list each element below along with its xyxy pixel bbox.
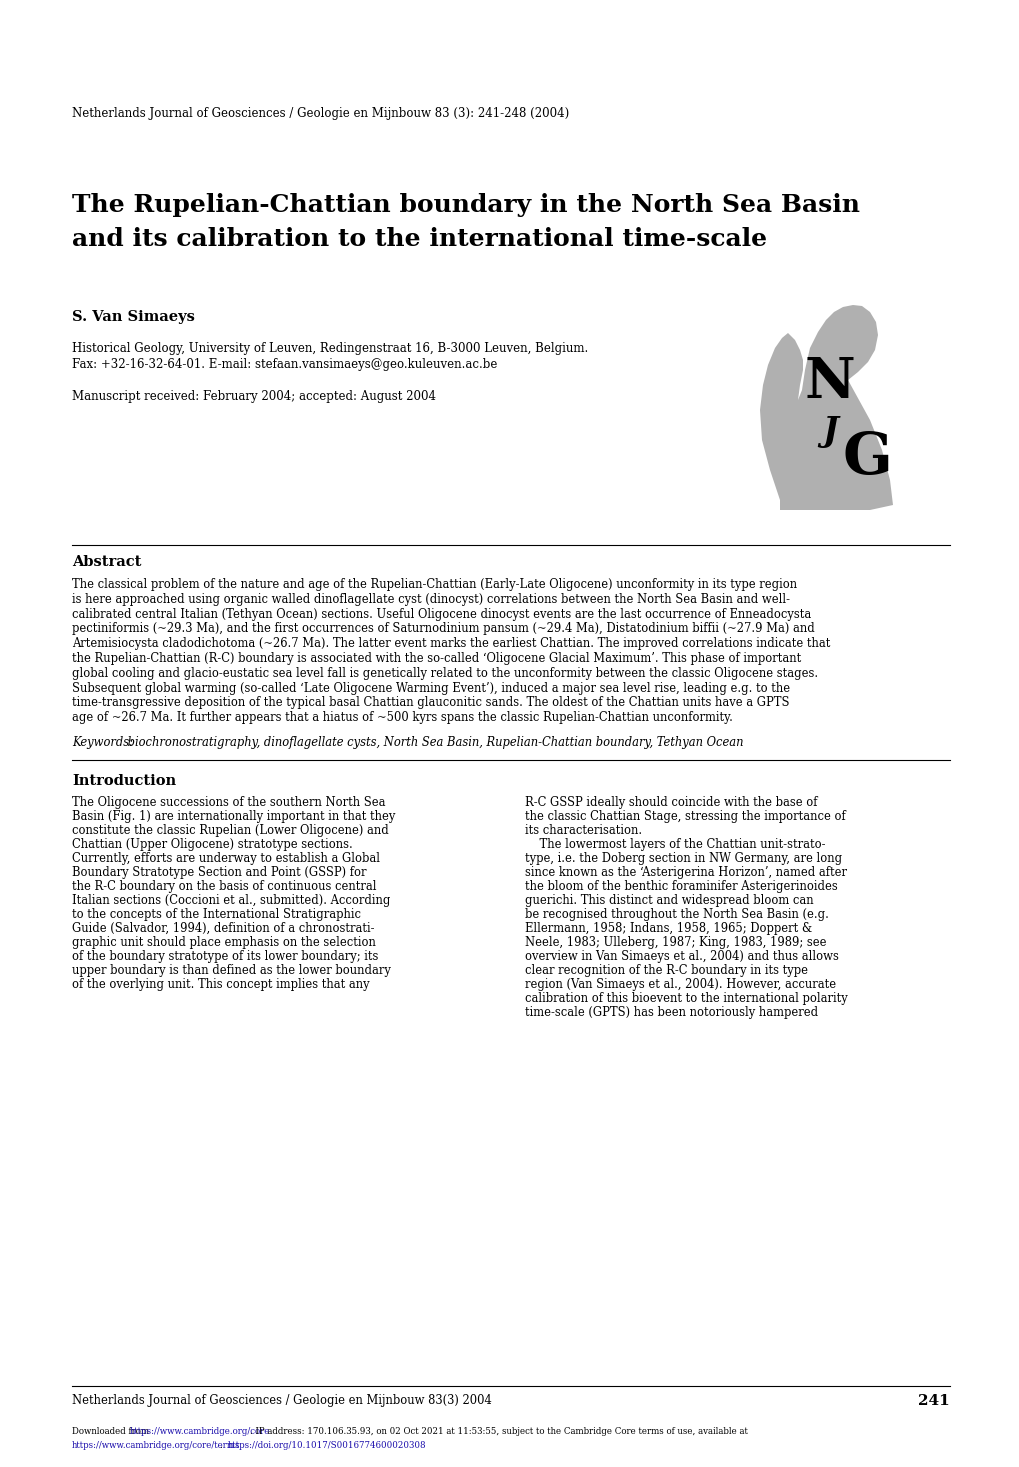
Text: J: J	[821, 415, 837, 447]
Text: 241: 241	[917, 1394, 949, 1408]
Text: Netherlands Journal of Geosciences / Geologie en Mijnbouw 83 (3): 241-248 (2004): Netherlands Journal of Geosciences / Geo…	[72, 107, 569, 120]
Text: constitute the classic Rupelian (Lower Oligocene) and: constitute the classic Rupelian (Lower O…	[72, 824, 388, 838]
Text: of the overlying unit. This concept implies that any: of the overlying unit. This concept impl…	[72, 978, 369, 992]
Text: Downloaded from: Downloaded from	[72, 1427, 152, 1436]
Text: time-transgressive deposition of the typical basal Chattian glauconitic sands. T: time-transgressive deposition of the typ…	[72, 697, 789, 710]
Text: Neele, 1983; Ulleberg, 1987; King, 1983, 1989; see: Neele, 1983; Ulleberg, 1987; King, 1983,…	[525, 936, 825, 949]
Text: The lowermost layers of the Chattian unit-strato-: The lowermost layers of the Chattian uni…	[525, 838, 824, 851]
Text: Historical Geology, University of Leuven, Redingenstraat 16, B-3000 Leuven, Belg: Historical Geology, University of Leuven…	[72, 342, 588, 355]
Text: Guide (Salvador, 1994), definition of a chronostrati-: Guide (Salvador, 1994), definition of a …	[72, 921, 374, 934]
Text: Netherlands Journal of Geosciences / Geologie en Mijnbouw 83(3) 2004: Netherlands Journal of Geosciences / Geo…	[72, 1394, 491, 1407]
Text: to the concepts of the International Stratigraphic: to the concepts of the International Str…	[72, 908, 361, 921]
Text: its characterisation.: its characterisation.	[525, 824, 642, 838]
Text: biochronostratigraphy, dinoflagellate cysts, North Sea Basin, Rupelian-Chattian : biochronostratigraphy, dinoflagellate cy…	[124, 736, 743, 750]
Text: time-scale (GPTS) has been notoriously hampered: time-scale (GPTS) has been notoriously h…	[525, 1006, 817, 1020]
Text: region (Van Simaeys et al., 2004). However, accurate: region (Van Simaeys et al., 2004). Howev…	[525, 978, 836, 992]
Text: Currently, efforts are underway to establish a Global: Currently, efforts are underway to estab…	[72, 852, 380, 866]
Text: The Oligocene successions of the southern North Sea: The Oligocene successions of the souther…	[72, 797, 385, 808]
Text: The Rupelian-Chattian boundary in the North Sea Basin: The Rupelian-Chattian boundary in the No…	[72, 194, 859, 217]
Text: https://www.cambridge.org/core/terms: https://www.cambridge.org/core/terms	[72, 1441, 240, 1449]
Text: upper boundary is than defined as the lower boundary: upper boundary is than defined as the lo…	[72, 964, 390, 977]
Text: G: G	[842, 430, 892, 486]
Text: graphic unit should place emphasis on the selection: graphic unit should place emphasis on th…	[72, 936, 376, 949]
Text: The classical problem of the nature and age of the Rupelian-Chattian (Early-Late: The classical problem of the nature and …	[72, 578, 796, 591]
Text: guerichi. This distinct and widespread bloom can: guerichi. This distinct and widespread b…	[525, 893, 813, 907]
Text: the bloom of the benthic foraminifer Asterigerinoides: the bloom of the benthic foraminifer Ast…	[525, 880, 837, 893]
Text: since known as the ‘Asterigerina Horizon’, named after: since known as the ‘Asterigerina Horizon…	[525, 866, 846, 879]
Text: https://www.cambridge.org/core: https://www.cambridge.org/core	[129, 1427, 270, 1436]
Polygon shape	[759, 305, 892, 511]
Text: https://doi.org/10.1017/S0016774600020308: https://doi.org/10.1017/S001677460002030…	[228, 1441, 426, 1449]
Text: be recognised throughout the North Sea Basin (e.g.: be recognised throughout the North Sea B…	[525, 908, 828, 921]
Text: . IP address: 170.106.35.93, on 02 Oct 2021 at 11:53:55, subject to the Cambridg: . IP address: 170.106.35.93, on 02 Oct 2…	[250, 1427, 747, 1436]
Text: Subsequent global warming (so-called ‘Late Oligocene Warming Event’), induced a : Subsequent global warming (so-called ‘La…	[72, 682, 790, 694]
Text: N: N	[804, 355, 855, 409]
Text: Ellermann, 1958; Indans, 1958, 1965; Doppert &: Ellermann, 1958; Indans, 1958, 1965; Dop…	[525, 921, 811, 934]
Text: pectiniformis (~29.3 Ma), and the first occurrences of Saturnodinium pansum (~29: pectiniformis (~29.3 Ma), and the first …	[72, 622, 814, 635]
Text: S. Van Simaeys: S. Van Simaeys	[72, 310, 195, 324]
Text: is here approached using organic walled dinoflagellate cyst (dinocyst) correlati: is here approached using organic walled …	[72, 593, 790, 606]
Text: Fax: +32-16-32-64-01. E-mail: stefaan.vansimaeys@geo.kuleuven.ac.be: Fax: +32-16-32-64-01. E-mail: stefaan.va…	[72, 358, 497, 371]
Text: Manuscript received: February 2004; accepted: August 2004: Manuscript received: February 2004; acce…	[72, 390, 435, 403]
Text: Basin (Fig. 1) are internationally important in that they: Basin (Fig. 1) are internationally impor…	[72, 810, 395, 823]
Text: Italian sections (Coccioni et al., submitted). According: Italian sections (Coccioni et al., submi…	[72, 893, 390, 907]
Text: global cooling and glacio-eustatic sea level fall is genetically related to the : global cooling and glacio-eustatic sea l…	[72, 667, 817, 679]
Text: Introduction: Introduction	[72, 775, 176, 788]
Text: clear recognition of the R-C boundary in its type: clear recognition of the R-C boundary in…	[525, 964, 807, 977]
Text: the Rupelian-Chattian (R-C) boundary is associated with the so-called ‘Oligocene: the Rupelian-Chattian (R-C) boundary is …	[72, 651, 801, 665]
Text: calibration of this bioevent to the international polarity: calibration of this bioevent to the inte…	[525, 992, 847, 1005]
Text: overview in Van Simaeys et al., 2004) and thus allows: overview in Van Simaeys et al., 2004) an…	[525, 951, 838, 962]
Text: age of ~26.7 Ma. It further appears that a hiatus of ~500 kyrs spans the classic: age of ~26.7 Ma. It further appears that…	[72, 711, 733, 725]
Text: Artemisiocysta cladodichotoma (~26.7 Ma). The latter event marks the earliest Ch: Artemisiocysta cladodichotoma (~26.7 Ma)…	[72, 637, 829, 650]
Text: of the boundary stratotype of its lower boundary; its: of the boundary stratotype of its lower …	[72, 951, 378, 962]
Text: Abstract: Abstract	[72, 555, 142, 569]
Text: type, i.e. the Doberg section in NW Germany, are long: type, i.e. the Doberg section in NW Germ…	[525, 852, 842, 866]
Text: the classic Chattian Stage, stressing the importance of: the classic Chattian Stage, stressing th…	[525, 810, 845, 823]
Text: and its calibration to the international time-scale: and its calibration to the international…	[72, 227, 766, 251]
Text: R-C GSSP ideally should coincide with the base of: R-C GSSP ideally should coincide with th…	[525, 797, 816, 808]
Text: the R-C boundary on the basis of continuous central: the R-C boundary on the basis of continu…	[72, 880, 376, 893]
Text: Boundary Stratotype Section and Point (GSSP) for: Boundary Stratotype Section and Point (G…	[72, 866, 366, 879]
Text: Keywords:: Keywords:	[72, 736, 132, 750]
Text: .: .	[220, 1441, 225, 1449]
Text: calibrated central Italian (Tethyan Ocean) sections. Useful Oligocene dinocyst e: calibrated central Italian (Tethyan Ocea…	[72, 607, 810, 621]
Text: Chattian (Upper Oligocene) stratotype sections.: Chattian (Upper Oligocene) stratotype se…	[72, 838, 353, 851]
